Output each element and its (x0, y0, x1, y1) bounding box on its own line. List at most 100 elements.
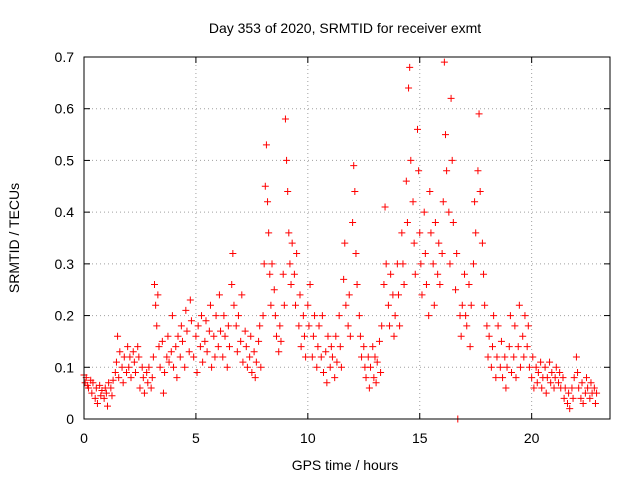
data-point (548, 368, 556, 376)
data-point (284, 187, 292, 195)
x-axis-label: GPS time / hours (292, 457, 399, 473)
data-point (461, 270, 469, 278)
data-point (381, 203, 389, 211)
data-point (246, 353, 254, 361)
data-point (124, 343, 132, 351)
data-point (144, 379, 152, 387)
data-point (130, 358, 138, 366)
data-point (199, 358, 207, 366)
data-point (129, 348, 137, 356)
data-point (372, 379, 380, 387)
data-point (205, 327, 213, 335)
data-point (322, 348, 330, 356)
data-point (224, 322, 232, 330)
data-point (290, 270, 298, 278)
data-point (407, 156, 415, 164)
data-point (493, 353, 501, 361)
data-point (332, 332, 340, 340)
data-point (574, 368, 582, 376)
y-axis-label: SRMTID / TECUs (6, 183, 22, 293)
data-point (262, 141, 270, 149)
data-point (499, 374, 507, 382)
data-point (490, 312, 498, 320)
data-point (271, 312, 279, 320)
data-point (551, 374, 559, 382)
data-point (446, 260, 454, 268)
data-point (264, 198, 272, 206)
data-point (400, 281, 408, 289)
x-tick-label: 10 (300, 430, 316, 446)
data-point (556, 368, 564, 376)
data-point (481, 301, 489, 309)
data-point (380, 281, 388, 289)
data-point (378, 322, 386, 330)
data-point (239, 358, 247, 366)
y-tick-label: 0.3 (55, 256, 75, 272)
data-point (386, 322, 394, 330)
data-point (420, 208, 428, 216)
data-point (304, 301, 312, 309)
data-point (421, 250, 429, 258)
data-point (520, 353, 528, 361)
data-point (277, 337, 285, 345)
data-point (306, 281, 314, 289)
data-point (521, 312, 529, 320)
data-point (318, 312, 326, 320)
data-point (314, 343, 322, 351)
data-point (510, 353, 518, 361)
data-point (435, 239, 443, 247)
data-point (126, 353, 134, 361)
data-point (570, 374, 578, 382)
data-point (434, 270, 442, 278)
data-point (311, 312, 319, 320)
data-point (147, 384, 155, 392)
data-point (516, 363, 524, 371)
data-point (270, 286, 278, 294)
data-point (102, 389, 110, 397)
data-point (173, 374, 181, 382)
data-point (555, 379, 563, 387)
data-point (515, 301, 523, 309)
data-point (349, 218, 357, 226)
data-point (523, 343, 531, 351)
data-point (161, 368, 169, 376)
data-point (272, 332, 280, 340)
data-point (324, 332, 332, 340)
data-point (342, 301, 350, 309)
data-point (210, 332, 218, 340)
data-point (105, 379, 113, 387)
data-point (529, 353, 537, 361)
data-point (365, 384, 373, 392)
data-point (512, 374, 520, 382)
data-point (309, 332, 317, 340)
data-point (398, 229, 406, 237)
data-point (546, 358, 554, 366)
data-point (127, 374, 135, 382)
data-point (559, 374, 567, 382)
data-point (370, 374, 378, 382)
data-point (469, 260, 477, 268)
data-point (168, 312, 176, 320)
data-point (295, 322, 303, 330)
data-point (532, 363, 540, 371)
data-point (115, 374, 123, 382)
data-point (138, 363, 146, 371)
data-point (501, 353, 509, 361)
data-point (181, 363, 189, 371)
data-point (578, 379, 586, 387)
data-point (474, 167, 482, 175)
data-point (237, 337, 245, 345)
data-point (377, 368, 385, 376)
data-point (243, 363, 251, 371)
data-point (417, 260, 425, 268)
axis-ticks (83, 56, 610, 420)
data-point (323, 379, 331, 387)
data-point (89, 379, 97, 387)
data-point (194, 322, 202, 330)
data-point (131, 368, 139, 376)
y-tick-label: 0.7 (55, 49, 75, 65)
data-point (118, 363, 126, 371)
data-point (232, 322, 240, 330)
data-point (568, 384, 576, 392)
data-point (586, 394, 594, 402)
